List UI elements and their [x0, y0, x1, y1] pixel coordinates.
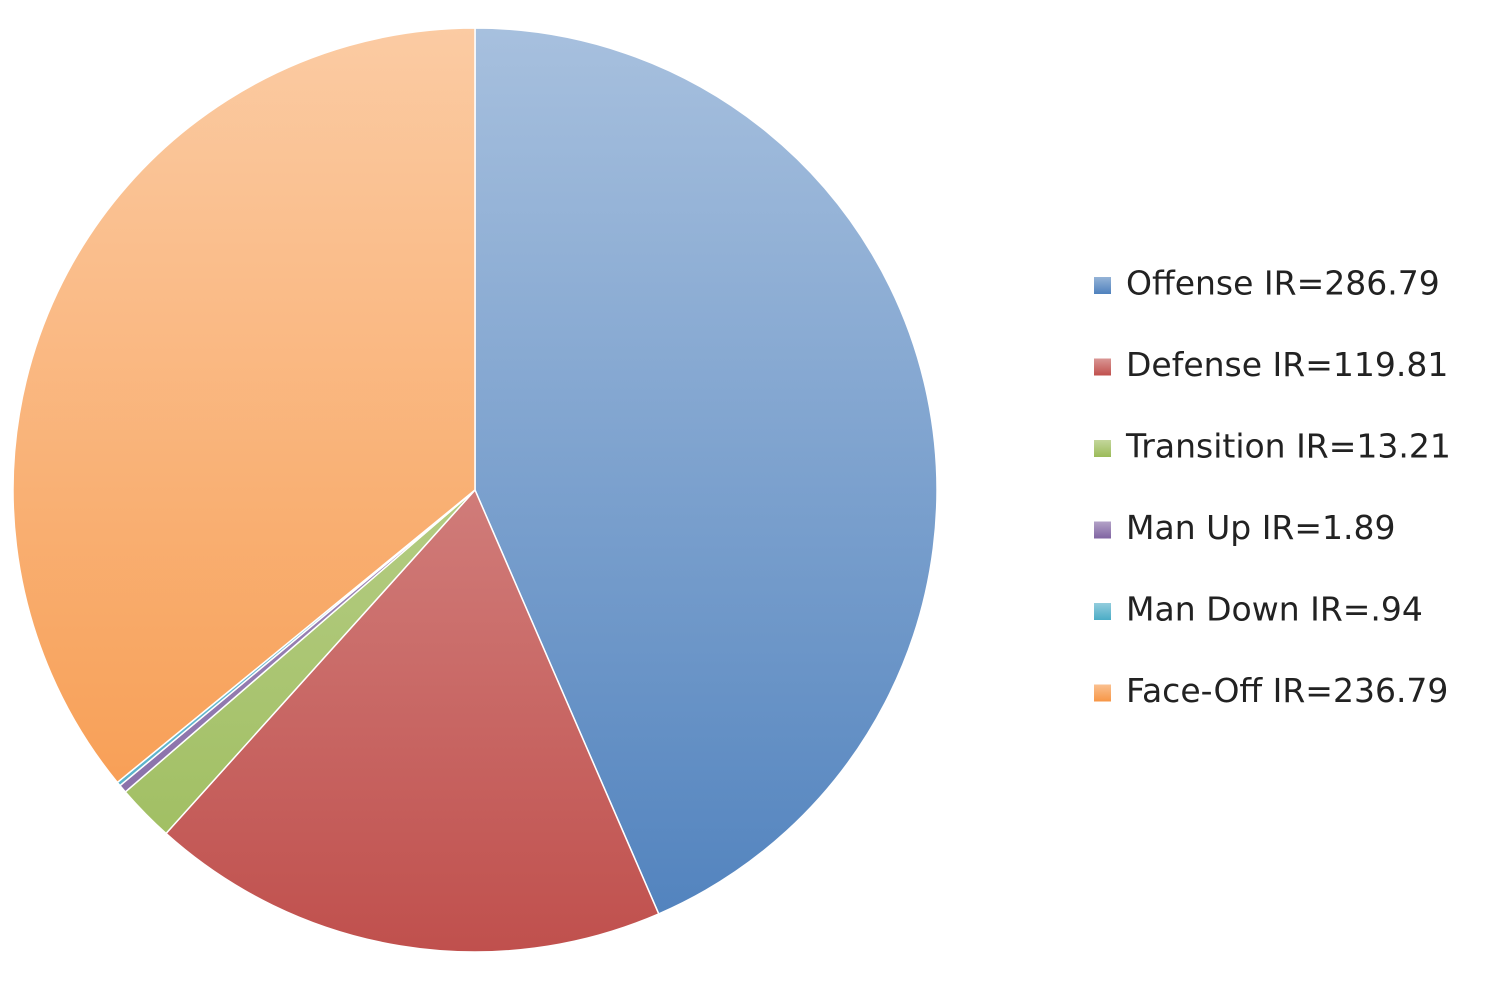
- legend-swatch: [1094, 521, 1111, 539]
- pie-slice: [474, 27, 938, 915]
- legend-swatch: [1094, 603, 1111, 620]
- legend-label: Defense IR=119.81: [1126, 345, 1448, 384]
- legend-label: Man Down IR=.94: [1126, 590, 1423, 629]
- pie-slice: [164, 488, 660, 953]
- legend-swatch: [1094, 440, 1111, 457]
- legend-label: Transition IR=13.21: [1125, 427, 1451, 466]
- legend-label: Offense IR=286.79: [1126, 264, 1440, 303]
- legend-label: Man Up IR=1.89: [1126, 508, 1395, 547]
- legend-label: Face-Off IR=236.79: [1126, 671, 1448, 710]
- legend-swatch: [1094, 277, 1111, 294]
- legend-swatch: [1094, 684, 1111, 702]
- pie-slice: [12, 27, 476, 784]
- legend-swatch: [1094, 358, 1111, 376]
